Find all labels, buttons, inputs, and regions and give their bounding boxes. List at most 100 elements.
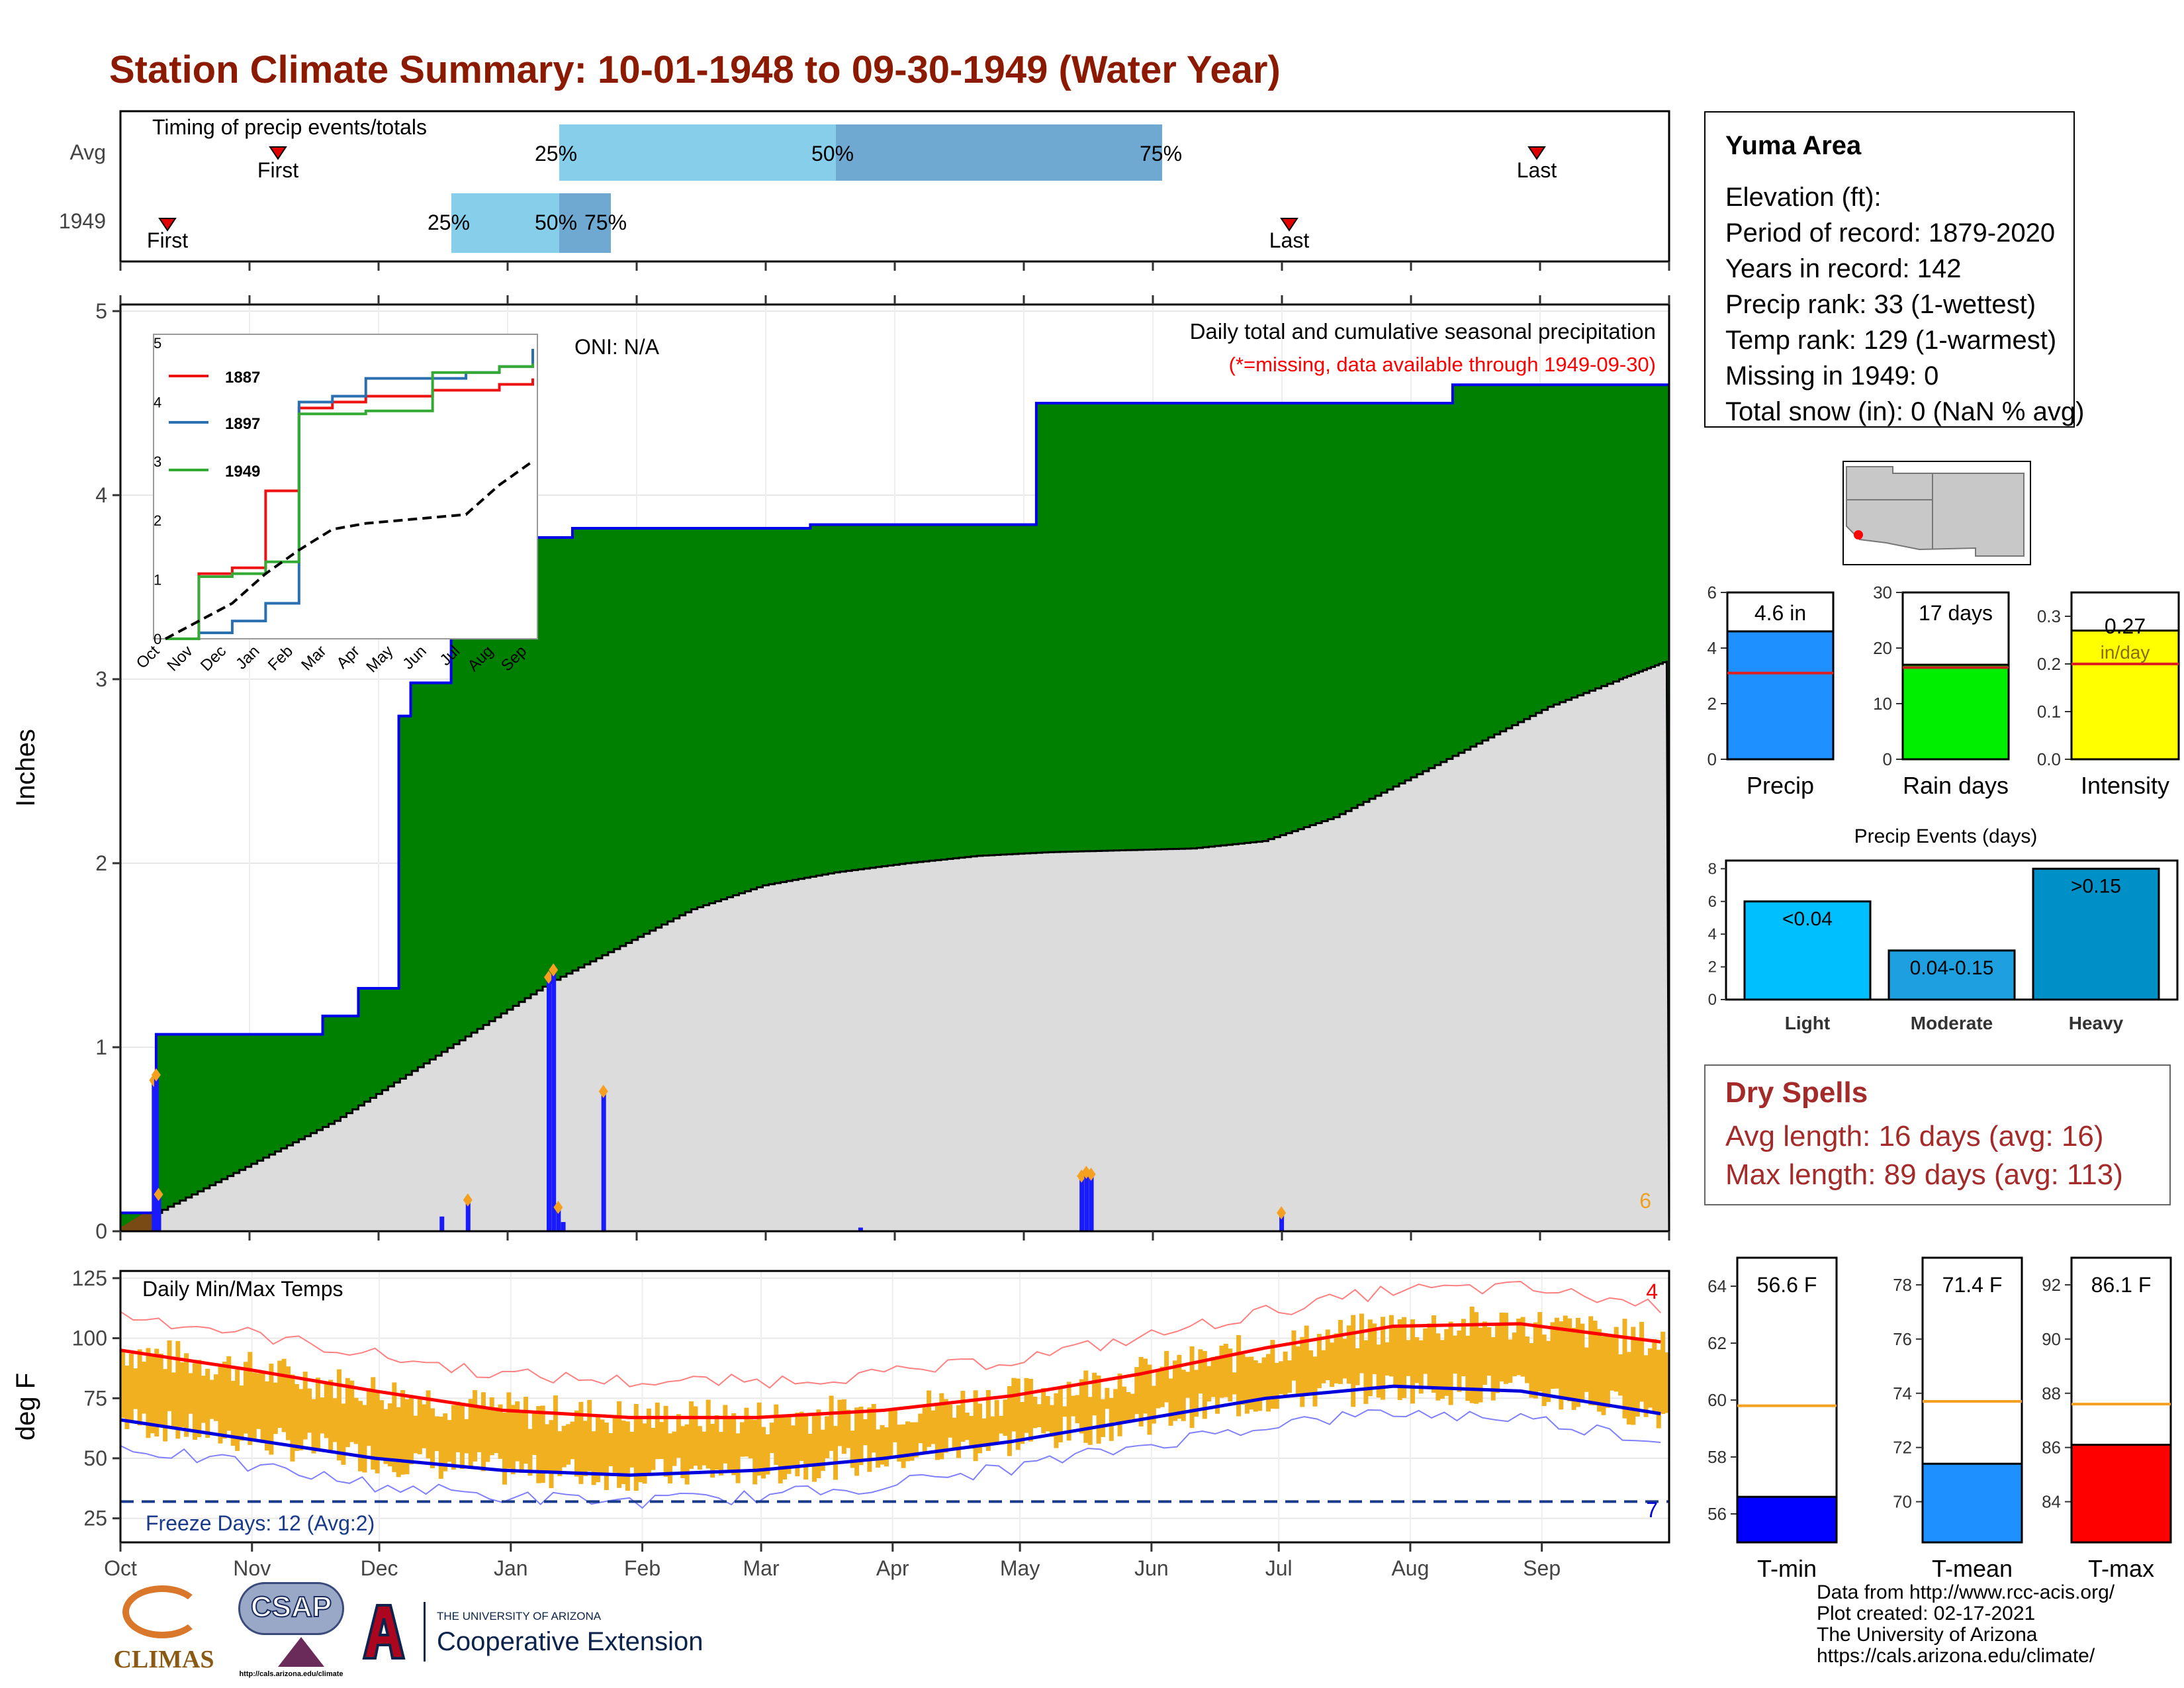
temp-day-bar [973, 1390, 978, 1462]
temp-day-bar [408, 1397, 414, 1465]
ua-name: THE UNIVERSITY OF ARIZONA [437, 1610, 602, 1622]
temp-day-bar [608, 1433, 614, 1466]
temp-day-bar [1020, 1402, 1025, 1444]
temp-day-bar [816, 1409, 821, 1479]
temp-day-bar [328, 1380, 334, 1452]
temp-day-bar [455, 1401, 461, 1452]
temp-day-bar [934, 1405, 940, 1460]
side-ytick-label: 20 [1873, 638, 1892, 658]
inset-series-line [165, 460, 534, 640]
precip-panel: 0 1 2 3 4 5 Daily total and cumulative season… [11, 261, 1670, 1243]
temp-day-bar [642, 1423, 647, 1484]
temp-day-bar [1508, 1339, 1513, 1383]
temp-day-bar [1423, 1328, 1428, 1374]
temp-day-bar [1185, 1372, 1191, 1398]
temp-day-bar [307, 1388, 312, 1433]
avg-last-marker [1527, 146, 1546, 160]
temp-day-bar [978, 1403, 983, 1454]
temp-day-bar [1342, 1338, 1347, 1379]
temp-day-bar [235, 1369, 240, 1451]
temp-day-bar [1643, 1355, 1649, 1417]
avg-last-label: Last [1517, 158, 1557, 182]
locator-map [1843, 461, 2031, 565]
temp-day-bar [485, 1407, 490, 1462]
temp-day-bar [1461, 1319, 1466, 1377]
temp-day-bar [1223, 1343, 1228, 1397]
temp-day-bar [1346, 1325, 1351, 1384]
temp-day-bar [1147, 1364, 1152, 1435]
temp-day-bar [939, 1393, 944, 1460]
temp-day-bar [349, 1380, 355, 1442]
cold-count: 7 [1646, 1498, 1658, 1522]
precip-missing-note: (*=missing, data available through 1949-… [1229, 353, 1656, 376]
daily-precip-marker [151, 1068, 161, 1082]
temp-day-bar [434, 1416, 439, 1452]
temp-day-bar [1385, 1342, 1390, 1376]
temp-day-bar [1265, 1354, 1271, 1412]
temp-day-bar [167, 1340, 172, 1411]
side-ytick-label: 0 [1707, 749, 1717, 769]
ua-a-icon [361, 1602, 407, 1662]
temp-day-bar [892, 1408, 897, 1442]
temp-xtick-label: Apr [876, 1556, 909, 1580]
temp-day-bar [668, 1433, 673, 1483]
temp-day-bar [1575, 1317, 1580, 1407]
temp-day-bar [1045, 1395, 1050, 1432]
footer: Data from http://www.rcc-acis.org/Plot c… [1817, 1582, 2115, 1667]
side-ytick-label: 70 [1893, 1492, 1912, 1512]
temp-day-bar [371, 1377, 376, 1470]
dry-spells-box: Dry Spells Avg length: 16 days (avg: 16)… [1704, 1064, 2171, 1205]
page-title: Station Climate Summary: 10-01-1948 to 0… [109, 48, 1281, 91]
side-ytick-label: 0.0 [2037, 749, 2061, 769]
year-q2-bar [559, 193, 611, 253]
temp-xtick-label: Nov [233, 1556, 271, 1580]
avg-q1-bar [559, 124, 836, 181]
temp-day-bar [680, 1426, 686, 1478]
temp-day-bar [1126, 1391, 1131, 1423]
station-name: Yuma Area [1725, 131, 1862, 160]
temp-day-bar [1156, 1370, 1161, 1409]
temp-day-bar [1215, 1356, 1220, 1414]
events-bar-label: 0.04-0.15 [1910, 957, 1994, 979]
temp-day-bar [748, 1419, 753, 1459]
temp-day-bar [825, 1416, 830, 1458]
temp-day-bar [239, 1385, 244, 1441]
temp-day-bar [1160, 1366, 1165, 1407]
temp-day-bar [994, 1399, 999, 1442]
temp-ytick-label: 125 [72, 1266, 107, 1290]
tmin-normal-line [120, 1384, 1661, 1477]
temp-day-bar [1066, 1382, 1071, 1441]
temp-day-bar [230, 1381, 236, 1446]
temp-day-bar [888, 1409, 893, 1457]
temp-day-bar [1584, 1347, 1589, 1392]
temp-day-bar [286, 1366, 291, 1440]
temp-day-bar [570, 1421, 575, 1460]
temp-day-bar [1210, 1356, 1216, 1397]
temp-day-bar [1605, 1335, 1610, 1408]
temp-day-bar [710, 1423, 715, 1478]
temp-day-bar [964, 1412, 970, 1440]
temp-day-bar [1482, 1321, 1487, 1385]
station-precip-rank: Precip rank: 33 (1-wettest) [1725, 290, 2036, 319]
temp-day-bar [990, 1416, 995, 1444]
temp-day-bar [752, 1419, 758, 1485]
temp-day-bar [243, 1362, 248, 1434]
temp-day-bar [1381, 1317, 1386, 1400]
temp-day-bar [774, 1404, 779, 1465]
temp-day-bar [862, 1419, 868, 1446]
events-category-label: Light [1785, 1013, 1830, 1033]
temp-day-bar [913, 1422, 919, 1458]
side-value-bar [1901, 663, 2010, 761]
temp-day-bar [1486, 1327, 1492, 1376]
temp-day-bar [1372, 1323, 1377, 1374]
temp-day-bar [362, 1405, 367, 1473]
temp-day-bar [1338, 1320, 1343, 1384]
temp-day-bar [1647, 1348, 1653, 1408]
temp-day-bar [1614, 1327, 1619, 1392]
temp-day-bar [273, 1382, 278, 1434]
temp-day-bar [1431, 1315, 1436, 1393]
temp-day-bar [604, 1422, 609, 1490]
temp-day-bar [663, 1405, 668, 1477]
events-ytick-label: 2 [1708, 959, 1717, 976]
